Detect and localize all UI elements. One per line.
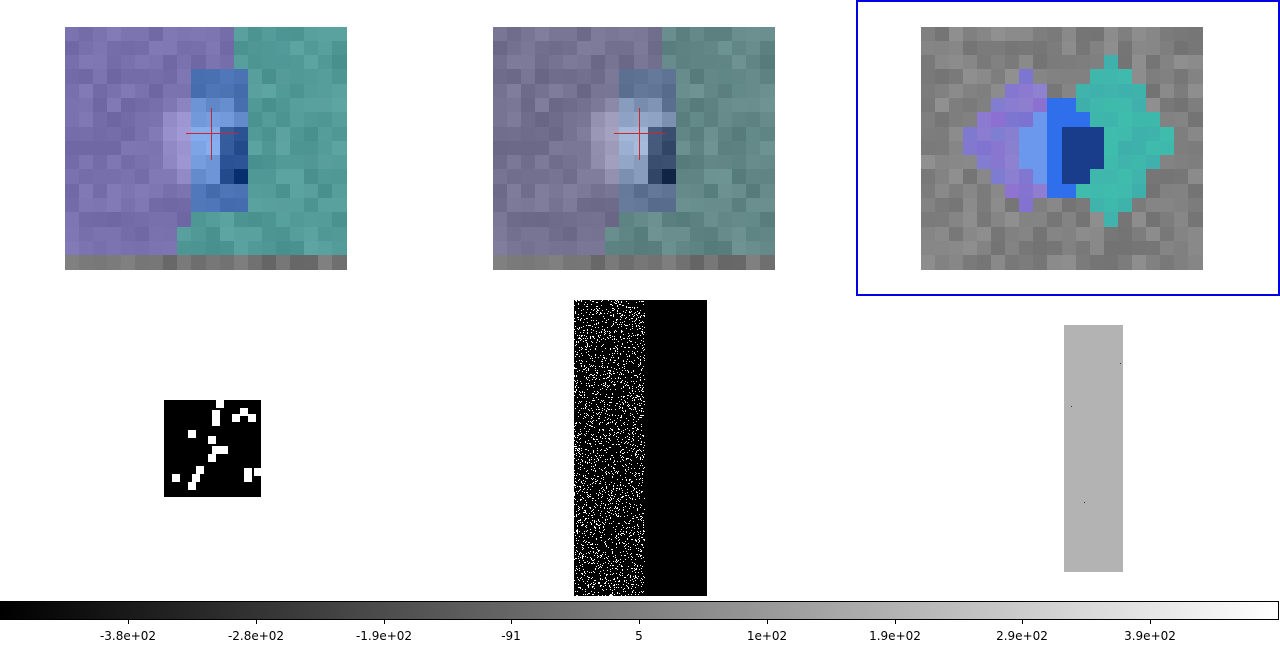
segmentation-image[interactable] xyxy=(921,27,1203,270)
colorbar-tick-label: 1e+02 xyxy=(746,629,788,643)
colorbar-tick-label: -1.9e+02 xyxy=(355,629,413,643)
cutout-overlay-image[interactable] xyxy=(65,27,347,270)
panel-cutout-overlay[interactable] xyxy=(45,8,367,290)
colorbar-tick-label: 2.9e+02 xyxy=(996,629,1048,643)
colorbar-tick-label: 3.9e+02 xyxy=(1124,629,1176,643)
panel-cutout-overlay-faded[interactable] xyxy=(473,8,795,290)
cutout-faded-image[interactable] xyxy=(493,27,775,270)
colorbar-tick xyxy=(895,620,896,624)
noise-strip-thumbnail[interactable] xyxy=(574,300,707,596)
colorbar xyxy=(0,601,1279,620)
colorbar-tick xyxy=(767,620,768,624)
colorbar-tick xyxy=(256,620,257,624)
mask-thumbnail[interactable] xyxy=(164,400,261,497)
colorbar-tick-label: 5 xyxy=(635,629,643,643)
colorbar-tick xyxy=(1022,620,1023,624)
colorbar-tick xyxy=(639,620,640,624)
colorbar-tick xyxy=(128,620,129,624)
colorbar-tick-label: -91 xyxy=(501,629,521,643)
colorbar-tick xyxy=(1150,620,1151,624)
colorbar-tick-label: -3.8e+02 xyxy=(99,629,157,643)
colorbar-tick xyxy=(384,620,385,624)
colorbar-tick-label: -2.8e+02 xyxy=(227,629,285,643)
panel-segmentation-map[interactable] xyxy=(856,0,1280,296)
colorbar-tick-label: 1.9e+02 xyxy=(869,629,921,643)
flat-gray-thumbnail[interactable] xyxy=(1064,325,1123,572)
colorbar-tick xyxy=(511,620,512,624)
